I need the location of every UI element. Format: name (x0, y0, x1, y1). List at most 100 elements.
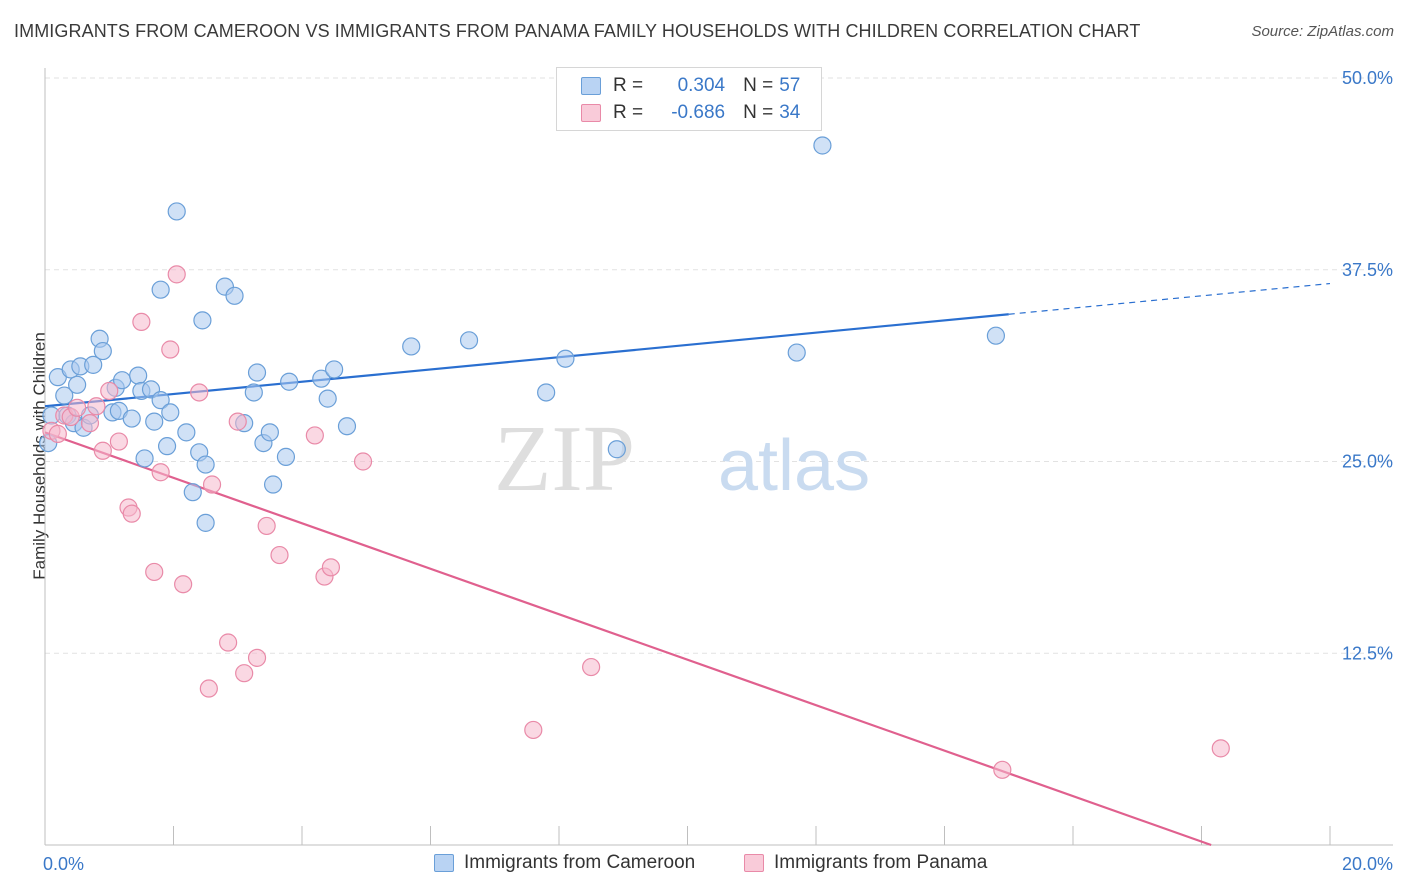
cameroon-point (157, 437, 177, 456)
panama-point (524, 720, 543, 740)
cameroon-point (986, 326, 1006, 345)
cameroon-point (402, 337, 421, 356)
cameroon-point (68, 375, 87, 394)
panama-point (321, 558, 341, 577)
source-label: Source: ZipAtlas.com (1251, 23, 1394, 40)
panama-point (145, 562, 164, 582)
panama-point (353, 452, 373, 471)
panama-point (93, 441, 112, 460)
panama-point (109, 432, 128, 451)
panama-point (174, 575, 193, 594)
x-tick-label: 0.0% (43, 854, 84, 874)
panama-point (48, 424, 67, 443)
cameroon-point (318, 389, 337, 408)
cameroon-point (93, 341, 112, 361)
cameroon-point (196, 455, 215, 474)
cameroon-point (537, 383, 556, 402)
cameroon-point (129, 366, 148, 385)
cameroon-point (459, 331, 479, 350)
cameroon-point (135, 449, 154, 468)
cameroon-point (312, 369, 331, 388)
cameroon-point (607, 440, 626, 459)
cameroon-point (122, 409, 141, 428)
panama-point (68, 398, 87, 417)
y-tick-label: 37.5% (1342, 260, 1393, 280)
legend-r-label: R = (613, 102, 644, 123)
x-tick-label: 20.0% (1342, 854, 1393, 874)
panama-point (247, 648, 267, 667)
cameroon-point (177, 423, 196, 442)
panama-point (80, 414, 100, 433)
cameroon-point (84, 355, 103, 374)
panama-point (270, 545, 289, 565)
panama-point (132, 312, 151, 332)
panama-point (219, 633, 238, 652)
cameroon-point (280, 372, 299, 391)
panama-point (199, 679, 218, 698)
cameroon-point (337, 417, 357, 436)
cameroon-trendline-extension (1008, 282, 1331, 315)
cameroon-point (247, 363, 267, 382)
legend-n-value: 34 (779, 102, 801, 123)
cameroon-point (193, 311, 212, 330)
cameroon-point (151, 280, 170, 299)
panama-point (161, 340, 180, 359)
data-points (39, 136, 1230, 779)
cameroon-point (276, 447, 296, 466)
legend-n-value: 57 (779, 75, 801, 96)
panama-point (122, 504, 141, 523)
y-tick-label: 25.0% (1342, 452, 1393, 472)
cameroon-point (325, 360, 344, 379)
trendlines (44, 282, 1331, 847)
cameroon-point (167, 202, 186, 221)
y-tick-label: 12.5% (1342, 643, 1393, 663)
cameroon-point (813, 136, 832, 155)
cameroon-point (55, 386, 74, 405)
cameroon-point (556, 349, 575, 368)
stats-legend: R = 0.304 N = 57 R = -0.686 N = 34 (556, 67, 822, 131)
legend-r-value: 0.304 (677, 75, 726, 96)
cameroon-point (151, 391, 170, 410)
panama-point (257, 516, 276, 536)
cameroon-point (225, 286, 244, 305)
bottom-legend-panama: Immigrants from Panama (744, 852, 987, 874)
panama-point (235, 664, 254, 683)
legend-r-label: R = (613, 75, 644, 96)
legend-swatch-pink (581, 104, 601, 122)
legend-row-panama: R = -0.686 N = 34 (581, 100, 800, 126)
watermark-zip: ZIP (494, 407, 635, 511)
panama-point (167, 265, 186, 284)
panama-point (582, 657, 601, 677)
bottom-legend-swatch-pink (744, 854, 764, 872)
y-tick-labels: 12.5% 25.0% 37.5% 50.0% (1342, 68, 1393, 663)
panama-point (1211, 739, 1230, 758)
chart-title: IMMIGRANTS FROM CAMEROON VS IMMIGRANTS F… (14, 21, 1141, 41)
x-tick-labels: 0.0% 20.0% (43, 854, 1393, 874)
watermark: ZIP atlas (494, 407, 870, 511)
gridlines (45, 77, 1393, 654)
axes (44, 68, 1393, 846)
cameroon-point (183, 483, 202, 502)
cameroon-point (196, 513, 215, 532)
panama-point (190, 383, 209, 402)
panama-point (305, 426, 324, 445)
cameroon-trendline (44, 313, 1009, 408)
legend-swatch-blue (581, 77, 601, 95)
cameroon-point (145, 412, 164, 431)
bottom-legend-label: Immigrants from Cameroon (464, 852, 696, 873)
legend-r-value: -0.686 (671, 102, 726, 123)
bottom-legend-label: Immigrants from Panama (774, 852, 988, 873)
panama-trendline (44, 431, 1212, 847)
legend-n-label: N = (743, 75, 774, 96)
bottom-legend-cameroon: Immigrants from Cameroon (434, 852, 695, 874)
watermark-atlas: atlas (718, 426, 870, 506)
y-tick-label: 50.0% (1342, 68, 1393, 88)
panama-point (993, 760, 1012, 779)
panama-point (228, 412, 247, 431)
cameroon-point (787, 343, 806, 362)
cameroon-point (260, 423, 279, 442)
panama-point (100, 381, 119, 401)
panama-point (87, 397, 106, 416)
cameroon-point (161, 403, 180, 422)
